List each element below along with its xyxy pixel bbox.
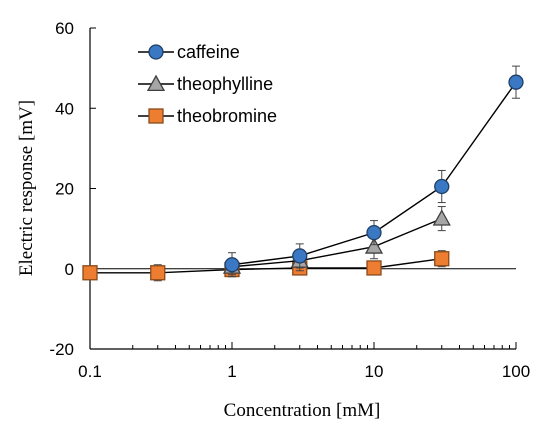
- y-tick-label: 40: [55, 99, 74, 118]
- legend-label: caffeine: [177, 42, 240, 62]
- series-caffeine: [224, 65, 524, 278]
- y-tick-label: -20: [49, 340, 74, 359]
- data-point: [150, 265, 166, 281]
- axes: 0.1 1 10 100 -20 0 20 40 60: [49, 19, 530, 381]
- data-point: [366, 260, 382, 276]
- legend-item-theobromine: theobromine: [138, 106, 277, 126]
- data-point: [224, 257, 240, 273]
- plot-area: [82, 65, 524, 282]
- x-tick-label: 100: [502, 362, 530, 381]
- data-point: [292, 248, 308, 264]
- data-point: [148, 44, 164, 60]
- x-tick-label: 10: [365, 362, 384, 381]
- x-axis-label: Concentration [mM]: [224, 400, 381, 421]
- data-point: [434, 178, 450, 195]
- series-line: [231, 217, 443, 268]
- legend: caffeine theophylline theobromine: [138, 42, 277, 126]
- data-point: [508, 74, 524, 90]
- y-tick-label: 20: [55, 180, 74, 199]
- data-point: [146, 74, 166, 92]
- legend-label: theobromine: [177, 106, 277, 126]
- data-point: [432, 209, 451, 226]
- series-theobromine: [82, 250, 450, 282]
- y-tick-label: 60: [55, 19, 74, 38]
- data-point: [148, 108, 164, 124]
- series-line: [90, 258, 442, 274]
- legend-label: theophylline: [177, 74, 273, 94]
- y-axis-label: Electric response [mV]: [16, 100, 37, 276]
- data-point: [366, 224, 382, 241]
- legend-item-caffeine: caffeine: [138, 42, 240, 62]
- data-point: [434, 251, 450, 267]
- data-point: [364, 237, 384, 254]
- x-tick-label: 1: [227, 362, 236, 381]
- data-point: [82, 265, 98, 281]
- legend-item-theophylline: theophylline: [138, 74, 273, 94]
- y-tick-label: 0: [65, 260, 74, 279]
- series-theophylline: [222, 206, 451, 276]
- x-tick-label: 0.1: [78, 362, 102, 381]
